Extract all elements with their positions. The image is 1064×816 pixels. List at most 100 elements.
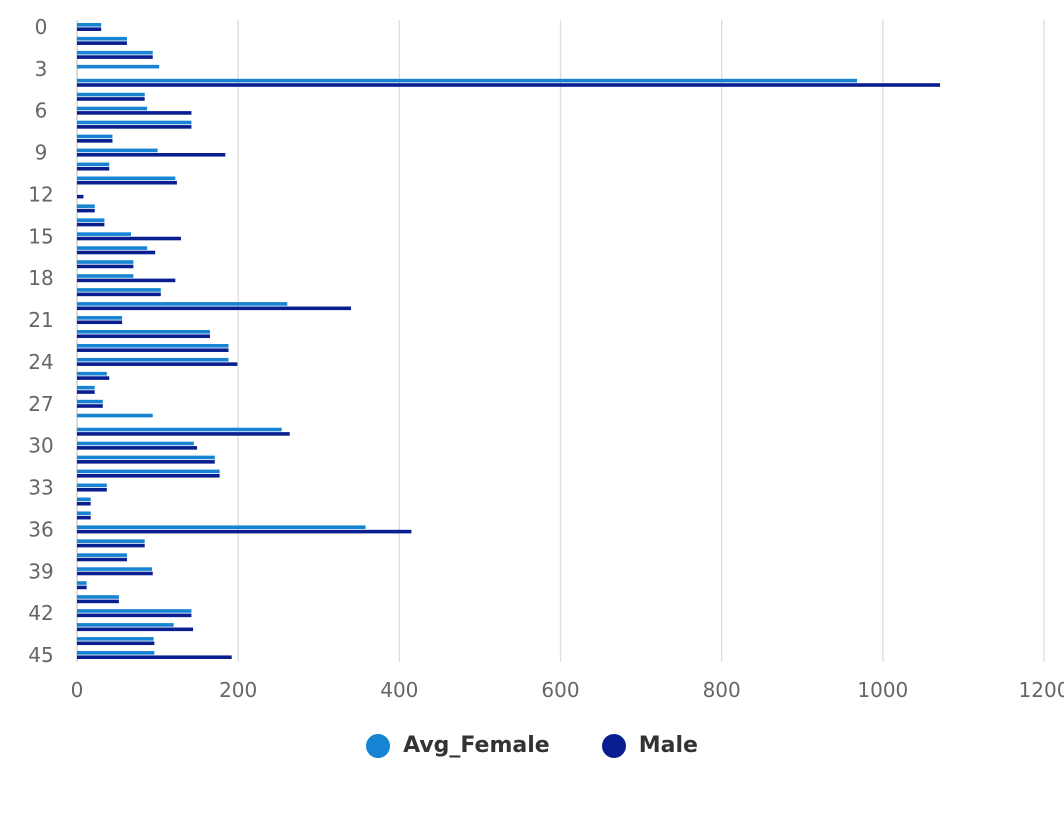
bar-male-24 <box>77 362 238 366</box>
y-tick-label-21: 21 <box>28 308 53 332</box>
bar-avg-female-13 <box>77 204 95 209</box>
x-tick-label-600: 600 <box>541 678 579 702</box>
bar-male-10 <box>77 166 110 171</box>
legend-swatch-avg-female <box>366 733 391 758</box>
bar-avg-female-38 <box>77 553 127 557</box>
bar-male-5 <box>77 97 145 101</box>
bar-male-45 <box>77 655 232 660</box>
bar-male-42 <box>77 613 192 618</box>
bar-avg-female-37 <box>77 539 145 543</box>
bar-male-13 <box>77 208 95 213</box>
bar-avg-female-39 <box>77 567 152 571</box>
bar-avg-female-45 <box>77 651 155 655</box>
y-tick-label-6: 6 <box>35 99 48 123</box>
legend-item-male[interactable]: Male <box>601 733 698 758</box>
bar-avg-female-24 <box>77 357 229 362</box>
bar-male-20 <box>77 306 351 311</box>
bar-avg-female-3 <box>77 64 160 69</box>
bar-avg-female-29 <box>77 427 282 432</box>
bar-avg-female-2 <box>77 50 153 55</box>
bar-avg-female-22 <box>77 330 210 334</box>
y-tick-label-3: 3 <box>35 57 48 81</box>
bar-male-11 <box>77 180 177 185</box>
bar-avg-female-40 <box>77 581 87 585</box>
bar-avg-female-8 <box>77 134 113 139</box>
legend-label-avg-female: Avg_Female <box>403 733 550 758</box>
bar-male-14 <box>77 222 105 227</box>
x-tick-label-800: 800 <box>703 678 741 702</box>
y-tick-label-36: 36 <box>28 517 53 541</box>
bar-male-38 <box>77 557 127 562</box>
bar-male-34 <box>77 501 91 506</box>
bar-male-33 <box>77 487 107 492</box>
bar-male-8 <box>77 139 113 143</box>
legend-item-avg-female[interactable]: Avg_Female <box>366 733 550 758</box>
bar-avg-female-17 <box>77 260 134 264</box>
bar-avg-female-25 <box>77 371 107 376</box>
bar-male-30 <box>77 446 198 450</box>
bar-avg-female-20 <box>77 302 288 306</box>
bar-male-27 <box>77 404 103 408</box>
bar-male-31 <box>77 460 215 464</box>
bar-male-12 <box>77 194 84 199</box>
bar-avg-female-0 <box>77 22 102 27</box>
legend: Avg_Female Male <box>0 733 1064 758</box>
bar-male-37 <box>77 543 145 548</box>
bar-avg-female-30 <box>77 441 194 446</box>
bar-male-43 <box>77 627 194 632</box>
bar-avg-female-11 <box>77 176 176 181</box>
bar-avg-female-1 <box>77 36 127 41</box>
bar-male-4 <box>77 83 941 87</box>
bar-avg-female-41 <box>77 595 119 599</box>
y-tick-label-27: 27 <box>28 392 53 416</box>
bar-avg-female-4 <box>77 78 858 83</box>
bar-avg-female-32 <box>77 469 220 474</box>
x-tick-label-0: 0 <box>71 678 84 702</box>
bar-avg-female-15 <box>77 232 131 236</box>
bar-avg-female-44 <box>77 637 154 641</box>
bar-avg-female-35 <box>77 511 91 516</box>
bar-avg-female-7 <box>77 120 192 125</box>
bar-avg-female-14 <box>77 218 105 222</box>
bar-avg-female-21 <box>77 316 123 320</box>
bar-male-25 <box>77 376 110 380</box>
y-tick-label-42: 42 <box>28 601 53 625</box>
bar-avg-female-26 <box>77 385 95 390</box>
bar-male-32 <box>77 473 220 478</box>
bar-male-23 <box>77 348 229 352</box>
y-tick-label-0: 0 <box>35 15 48 39</box>
bar-male-1 <box>77 41 127 45</box>
bar-avg-female-5 <box>77 92 145 97</box>
bar-avg-female-6 <box>77 106 148 111</box>
bar-avg-female-43 <box>77 623 174 627</box>
y-tick-label-39: 39 <box>28 559 53 583</box>
bar-male-36 <box>77 529 412 534</box>
bar-avg-female-9 <box>77 148 158 153</box>
bar-male-21 <box>77 320 123 325</box>
y-tick-label-45: 45 <box>28 643 53 667</box>
bar-avg-female-34 <box>77 497 91 502</box>
x-tick-label-1200: 1200 <box>1019 678 1064 702</box>
bar-male-19 <box>77 292 161 297</box>
bar-avg-female-42 <box>77 609 192 613</box>
bar-male-35 <box>77 515 91 520</box>
bar-avg-female-36 <box>77 525 366 530</box>
bar-male-39 <box>77 571 153 576</box>
bar-male-26 <box>77 390 95 394</box>
bar-male-17 <box>77 264 134 269</box>
bar-male-40 <box>77 585 87 590</box>
y-tick-label-18: 18 <box>28 266 53 290</box>
bar-avg-female-18 <box>77 274 134 278</box>
bar-avg-female-31 <box>77 455 215 460</box>
bar-male-22 <box>77 334 210 339</box>
bar-male-2 <box>77 55 153 59</box>
bar-male-16 <box>77 250 156 255</box>
bar-male-44 <box>77 641 155 646</box>
bar-male-41 <box>77 599 119 604</box>
bar-male-18 <box>77 278 176 283</box>
y-tick-label-33: 33 <box>28 476 53 500</box>
bar-male-0 <box>77 27 102 31</box>
bar-male-6 <box>77 111 192 115</box>
bar-male-7 <box>77 125 192 129</box>
